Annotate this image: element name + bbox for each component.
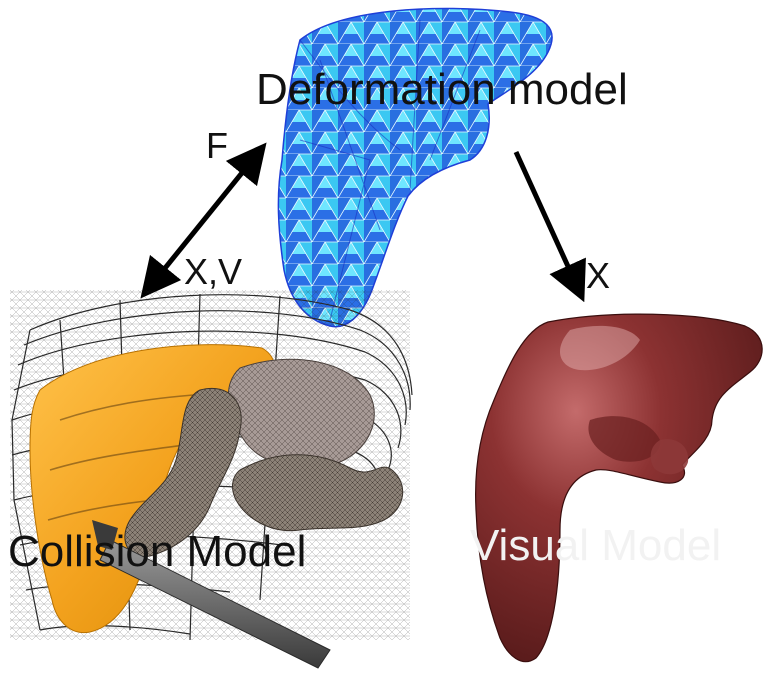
collision-scene-icon xyxy=(10,290,413,669)
arrow-to-visual xyxy=(513,150,586,303)
surgical-tool-icon xyxy=(92,520,331,669)
collision-model-label: Collision Model xyxy=(8,527,307,576)
deformation-liver-icon xyxy=(277,7,553,328)
position-label: X xyxy=(586,255,611,296)
visual-model-label: Visual Model xyxy=(470,521,722,570)
force-label: F xyxy=(206,125,228,166)
arrow-bidirectional xyxy=(140,142,267,299)
position-velocity-label: X,V xyxy=(184,251,243,292)
deformation-model-label: Deformation model xyxy=(256,65,628,114)
liver-textured-icon xyxy=(475,313,763,663)
